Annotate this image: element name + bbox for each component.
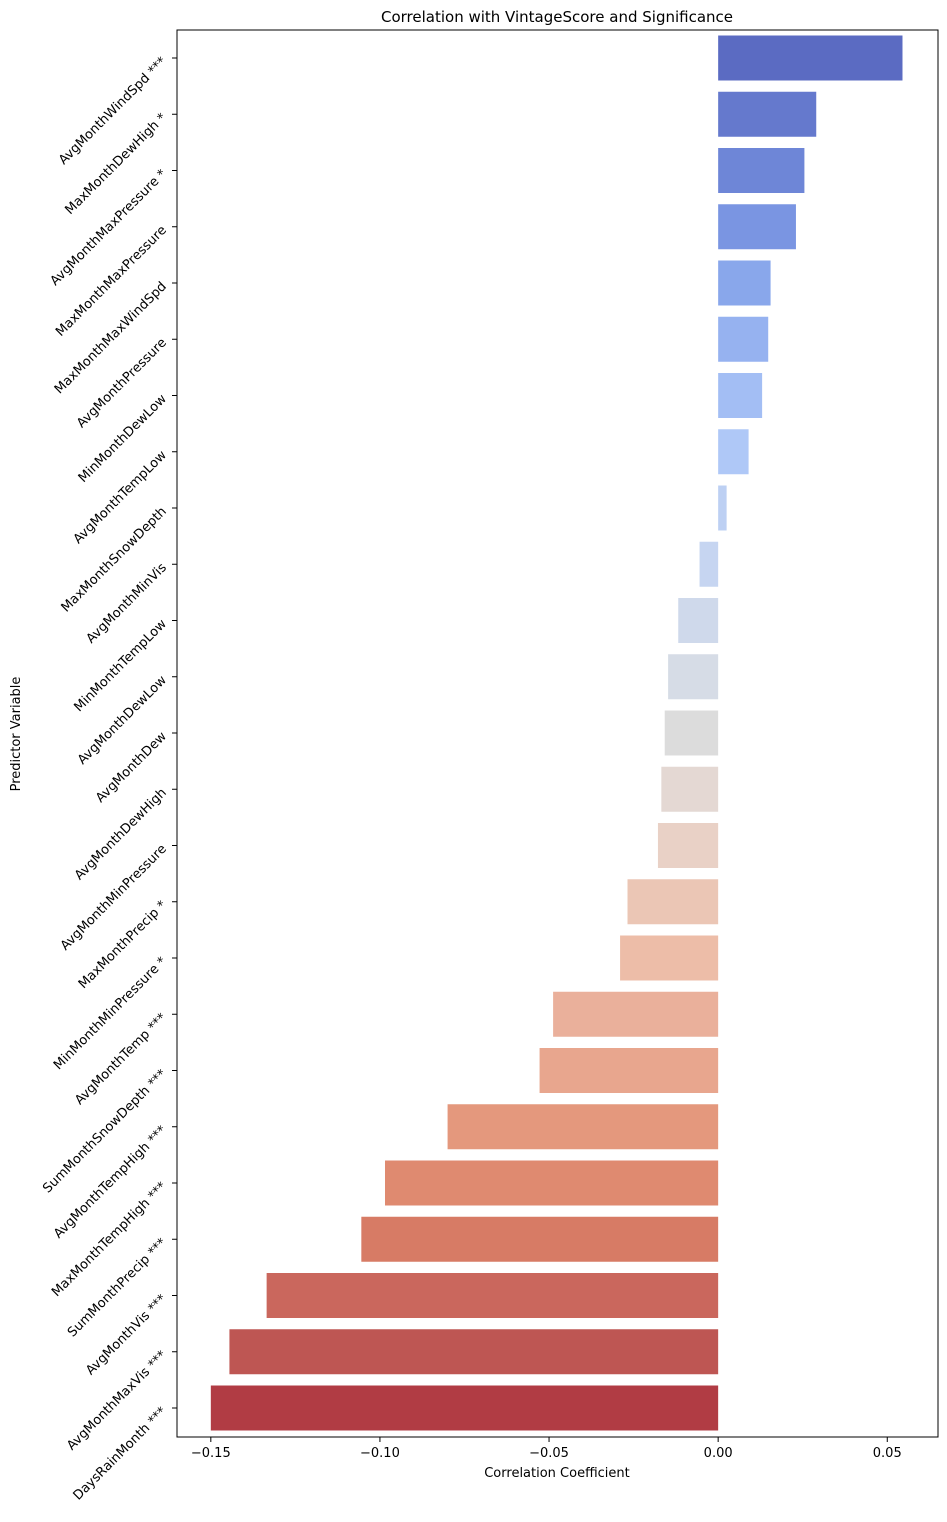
y-tick-label: DaysRainMonth *** [71, 1404, 171, 1504]
bar [553, 991, 719, 1037]
bar [361, 1216, 719, 1262]
bar [718, 91, 817, 137]
bar [627, 879, 719, 925]
y-tick-label: MaxMonthMaxWindSpd [52, 279, 170, 397]
bar [718, 429, 749, 475]
y-tick-label: AvgMonthDewHigh [72, 785, 170, 883]
bar [447, 1104, 719, 1150]
bar [661, 766, 719, 812]
y-axis-label: Predictor Variable [9, 677, 24, 792]
x-axis-label: Correlation Coefficient [484, 1466, 630, 1481]
bar [718, 148, 805, 193]
chart-title: Correlation with VintageScore and Signif… [381, 8, 733, 26]
y-tick-label: MaxMonthMaxPressure [53, 223, 170, 340]
y-tick-label: MinMonthMinPressure * [51, 954, 170, 1073]
bar [657, 823, 719, 868]
y-tick-label: AvgMonthMaxPressure * [48, 166, 171, 289]
bar [620, 935, 719, 981]
y-tick-label: AvgMonthTempHigh *** [51, 1123, 170, 1242]
bar [539, 1048, 719, 1093]
y-tick-label: MaxMonthSnowDepth [59, 504, 170, 615]
bar [385, 1160, 719, 1206]
bar [668, 654, 719, 700]
bar [664, 710, 719, 756]
y-tick-label: MinMonthTempLow [71, 616, 170, 715]
x-tick-label: 0.05 [873, 1446, 902, 1461]
bars-layer [210, 35, 903, 1431]
bar [229, 1329, 719, 1375]
y-tick-label: AvgMonthTemp *** [72, 1010, 170, 1108]
bar [718, 373, 763, 418]
y-tick-label: MaxMonthDewHigh * [63, 110, 171, 218]
x-tick-label: −0.10 [360, 1446, 400, 1461]
x-tick-label: −0.05 [529, 1446, 569, 1461]
y-tick-label: AvgMonthMaxVis *** [64, 1348, 170, 1454]
bar [718, 316, 769, 362]
bar [718, 260, 771, 306]
y-tick-label: AvgMonthMinPressure [58, 842, 170, 954]
bar [699, 541, 719, 587]
bar [210, 1385, 719, 1431]
y-tick-label: MaxMonthTempHigh *** [49, 1179, 170, 1300]
bar [718, 204, 796, 250]
y-tick-label: AvgMonthTempLow [71, 448, 170, 547]
bar [718, 485, 727, 531]
bar [678, 598, 719, 643]
bar [266, 1273, 719, 1318]
y-axis: AvgMonthWindSpd ***MaxMonthDewHigh *AvgM… [40, 54, 177, 1504]
bar [718, 35, 903, 81]
y-tick-label: AvgMonthWindSpd *** [56, 54, 170, 168]
x-axis: −0.15 −0.10 −0.05 0.00 0.05 [191, 1437, 902, 1461]
x-tick-label: −0.15 [191, 1446, 231, 1461]
y-tick-label: SumMonthPrecip *** [65, 1235, 170, 1340]
x-tick-label: 0.00 [704, 1446, 733, 1461]
